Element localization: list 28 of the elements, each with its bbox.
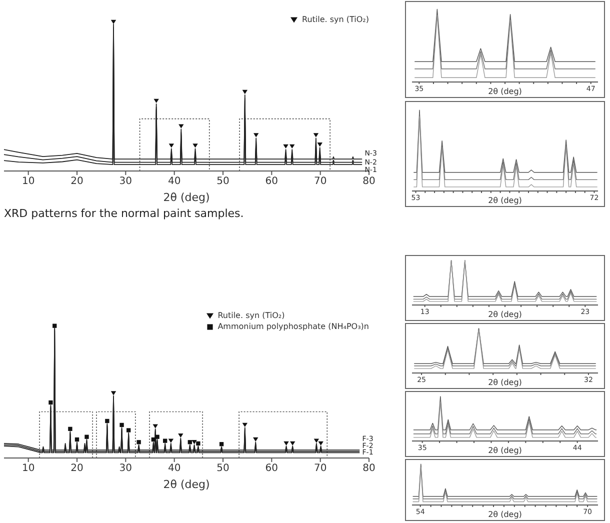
- legend-label: Rutile. syn (TiO₂): [218, 310, 285, 321]
- x-tick-label: 40: [168, 463, 181, 474]
- x-tick-label: 50: [216, 176, 230, 188]
- x-tick-label: 10: [22, 176, 35, 188]
- x-tick-label: 10: [22, 463, 35, 474]
- x-axis-title: 2θ (deg): [163, 191, 210, 204]
- x-tick-label: 70: [314, 176, 327, 188]
- legend-label: Rutile. syn (TiO₂): [302, 14, 369, 25]
- x-tick-label: 60: [265, 463, 278, 474]
- legend-label: Ammonium polyphosphate (NH₄PO₃)n: [218, 321, 369, 332]
- x-axis-title: 2θ (deg): [488, 310, 522, 319]
- x-tick-label: 50: [216, 463, 230, 474]
- x-tick-label: 30: [119, 176, 132, 188]
- x-axis-title: 2θ (deg): [488, 378, 522, 387]
- x-tick-label: 40: [168, 176, 181, 188]
- x-axis-title: 2θ (deg): [488, 87, 522, 96]
- x-axis-title: 2θ (deg): [488, 196, 522, 205]
- x-tick-label: 30: [119, 463, 132, 474]
- x-tick-label: 60: [265, 176, 278, 188]
- x-axis-title: 2θ (deg): [488, 510, 522, 519]
- x-tick-label: 20: [70, 463, 84, 474]
- x-axis-title: 2θ (deg): [488, 446, 522, 455]
- x-tick-label: 80: [362, 463, 376, 474]
- x-tick-label: 20: [70, 176, 84, 188]
- text: XRD patterns for the normal paint samples.: [4, 207, 245, 220]
- x-axis-title: 2θ (deg): [163, 478, 210, 491]
- x-tick-label: 70: [314, 463, 327, 474]
- x-tick-label: 80: [362, 176, 376, 188]
